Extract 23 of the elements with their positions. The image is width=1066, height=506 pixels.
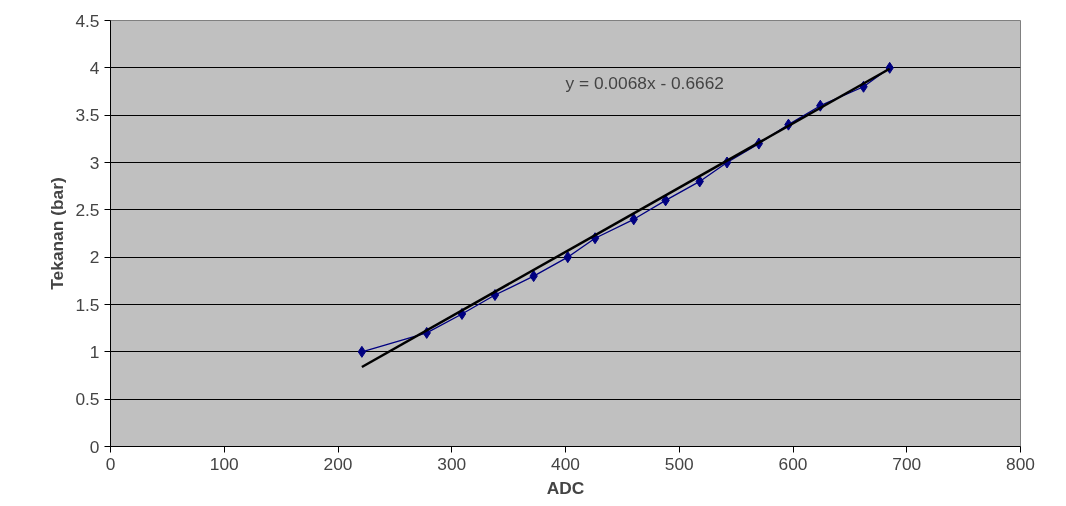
x-tick-label: 800	[1006, 453, 1035, 474]
y-tick-label: 0	[89, 436, 100, 457]
x-tick-label: 300	[437, 453, 467, 474]
y-axis-title: Tekanan (bar)	[47, 177, 68, 290]
x-tick-label: 0	[105, 453, 116, 474]
x-tick-label: 500	[664, 453, 694, 474]
y-tick-label: 3.5	[75, 105, 100, 126]
y-tick-label: 2.5	[75, 199, 100, 220]
x-axis-title: ADC	[546, 477, 585, 498]
x-tick-label: 600	[778, 453, 808, 474]
y-tick-label: 0.5	[75, 389, 100, 410]
x-tick-label: 200	[323, 453, 353, 474]
x-tick-label: 100	[209, 453, 239, 474]
x-tick-label: 400	[551, 453, 580, 474]
x-tick-label: 700	[892, 453, 922, 474]
annotation: y = 0.0068x - 0.6662	[565, 72, 724, 93]
y-tick-label: 3	[89, 152, 100, 173]
point	[357, 345, 367, 358]
y-tick-label: 1.5	[75, 294, 100, 315]
y-tick-label: 1	[89, 341, 100, 362]
y-tick-label: 4	[89, 57, 100, 78]
y-tick-label: 2	[89, 247, 100, 268]
y-tick-label: 4.5	[75, 10, 100, 31]
